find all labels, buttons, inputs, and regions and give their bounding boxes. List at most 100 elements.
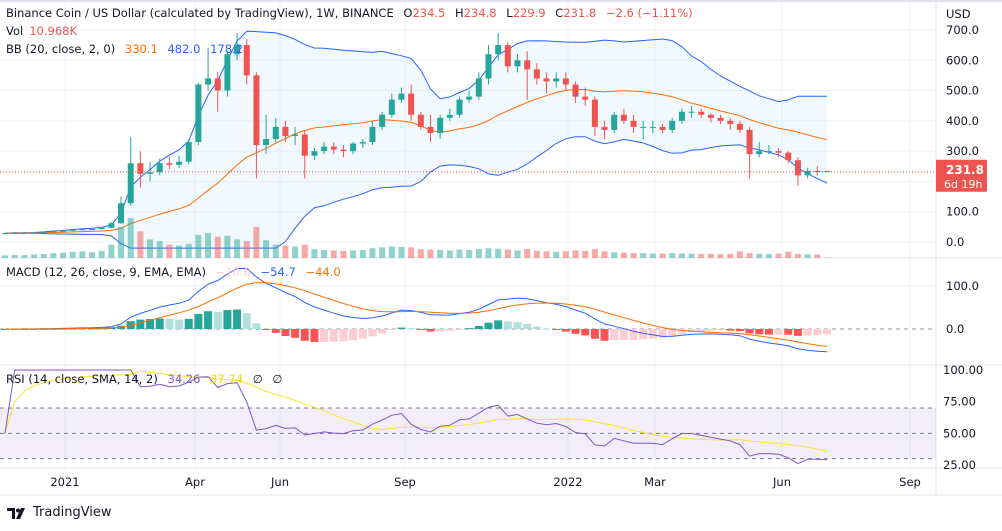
macd-histogram-bar: [358, 329, 367, 339]
volume-bar: [243, 241, 250, 258]
time-axis-label: Apr: [185, 475, 205, 489]
macd-label[interactable]: MACD (12, 26, close, 9, EMA, EMA): [6, 265, 206, 279]
candle-body: [311, 151, 318, 156]
macd-histogram-bar: [822, 329, 831, 335]
candle-body: [698, 111, 705, 115]
volume-bar: [21, 255, 28, 258]
volume-bar: [137, 231, 144, 258]
candle-body: [437, 117, 444, 133]
macd-histogram-bar: [552, 329, 561, 331]
last-price-value: 231.8: [946, 163, 984, 177]
volume-bar: [69, 251, 76, 258]
candle-body: [108, 223, 115, 228]
price-axis-tick: 700.0: [946, 23, 979, 37]
volume-bar: [234, 239, 241, 258]
macd-histogram-bar: [571, 329, 580, 334]
macd-histogram-bar: [561, 329, 570, 332]
candle-body: [504, 45, 511, 67]
macd-line: [5, 267, 828, 353]
volume-legend: Vol 10.968K: [6, 24, 83, 38]
macd-histogram-bar: [523, 324, 532, 329]
macd-histogram-bar: [204, 311, 213, 329]
volume-bar: [50, 253, 57, 258]
macd-histogram-bar: [687, 329, 696, 333]
candle-body: [553, 78, 560, 82]
volume-bar: [311, 249, 318, 258]
volume-bar: [765, 254, 772, 258]
candle-body: [582, 96, 589, 100]
tradingview-brand: TradingView: [33, 505, 112, 520]
candle-body: [89, 228, 96, 230]
candle-body: [292, 134, 299, 136]
volume-bar: [185, 243, 192, 258]
close-value: 231.8: [563, 6, 597, 20]
volume-bar: [40, 254, 47, 258]
top-border: [0, 0, 1002, 2]
macd-histogram-bar: [223, 310, 232, 329]
macd-histogram-bar: [88, 328, 97, 330]
macd-histogram-bar: [764, 329, 773, 335]
volume-bar: [446, 250, 453, 258]
volume-bar: [562, 251, 569, 258]
high-value: 234.8: [463, 6, 497, 20]
volume-bar: [514, 250, 521, 258]
macd-histogram-bar: [610, 329, 619, 341]
macd-histogram-bar: [793, 329, 802, 336]
rsi-line: [4, 369, 828, 465]
candle-body: [669, 120, 676, 130]
volume-bar: [495, 248, 502, 258]
rsi-axis-tick: 100.00: [943, 363, 983, 377]
volume-bar: [717, 254, 724, 258]
candle-body: [330, 146, 337, 150]
candle-body: [543, 78, 550, 82]
macd-histogram-bar: [581, 329, 590, 336]
candle-body: [572, 84, 579, 97]
vol-label[interactable]: Vol: [6, 24, 24, 38]
candle-body: [340, 149, 347, 152]
price-axis-tick: 500.0: [946, 84, 979, 98]
tradingview-logo[interactable]: TradingView: [6, 505, 112, 520]
time-axis-label: Mar: [644, 475, 666, 489]
candle-body: [524, 60, 531, 70]
candle-body: [321, 146, 328, 152]
time-axis-label: Jun: [270, 475, 289, 489]
volume-bar: [340, 250, 347, 258]
macd-histogram-bar: [784, 329, 793, 335]
rsi-label[interactable]: RSI (14, close, SMA, 14, 2): [6, 372, 158, 386]
candle-body: [156, 163, 163, 173]
macd-histogram-bar: [668, 329, 677, 337]
volume-bar: [756, 253, 763, 258]
bb-upper-value: 482.0: [167, 42, 201, 56]
macd-signal-value: −44.0: [305, 265, 341, 279]
symbol-title[interactable]: Binance Coin / US Dollar (calculated by …: [6, 6, 394, 20]
candle-body: [40, 232, 47, 234]
macd-histogram-bar: [465, 328, 474, 330]
candle-body: [50, 231, 57, 233]
macd-histogram-bar: [648, 329, 657, 339]
volume-bar: [814, 254, 821, 258]
candle-body: [195, 84, 202, 143]
candle-body: [707, 114, 714, 118]
candle-body: [214, 78, 221, 91]
volume-bar: [89, 252, 96, 258]
macd-histogram-bar: [368, 329, 377, 337]
macd-histogram-bar: [706, 329, 715, 331]
volume-bar: [330, 250, 337, 258]
volume-bar: [736, 251, 743, 258]
bar-countdown: 6d 19h: [944, 178, 982, 191]
macd-histogram-bar: [735, 329, 744, 332]
price-axis-tick: 300.0: [946, 144, 979, 158]
macd-histogram-bar: [184, 318, 193, 329]
bb-label[interactable]: BB (20, close, 2, 0): [6, 42, 116, 56]
volume-bar: [785, 251, 792, 258]
rsi-axis-tick: 75.00: [943, 395, 976, 409]
volume-bar: [698, 254, 705, 258]
macd-histogram-bar: [513, 322, 522, 329]
macd-histogram-bar: [107, 327, 116, 329]
candle-body: [408, 93, 415, 115]
volume-bar: [156, 241, 163, 258]
last-price-tag: [936, 159, 987, 192]
time-axis-label: Jun: [772, 475, 791, 489]
candle-body: [350, 143, 357, 152]
